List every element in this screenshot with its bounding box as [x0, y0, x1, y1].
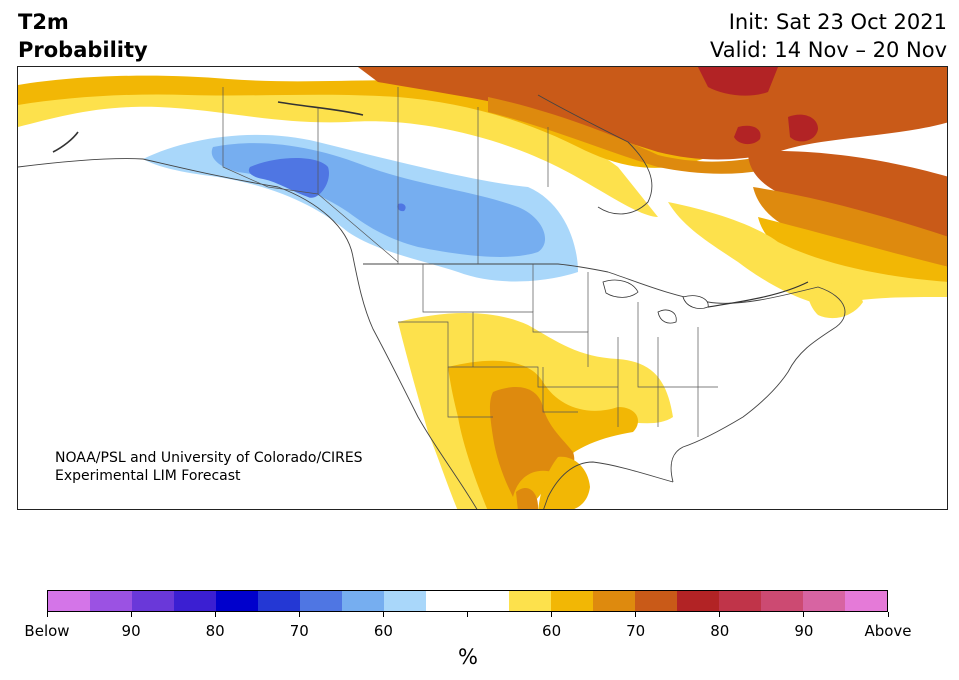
arctic-red-3	[734, 125, 761, 145]
colorbar-segment	[131, 591, 174, 611]
colorbar-tick-label: Below	[24, 622, 70, 640]
gulf-gold	[538, 456, 590, 509]
west-coastline	[18, 158, 478, 509]
arctic-orange-edge	[488, 97, 778, 174]
credit-line-1: NOAA/PSL and University of Colorado/CIRE…	[55, 450, 363, 466]
state-line-1	[422, 264, 474, 367]
us-canada-border	[363, 263, 609, 273]
mexico-orange	[516, 488, 538, 509]
gulf-coastline	[543, 461, 674, 509]
province-line-2	[317, 107, 399, 263]
east-canada-orange	[753, 187, 947, 267]
colorbar-segment	[845, 591, 888, 611]
colorbar-tick	[298, 612, 300, 617]
colorbar-segment	[299, 591, 342, 611]
colorbar-segment	[425, 591, 468, 611]
valid-range: Valid: 14 Nov – 20 Nov	[710, 38, 947, 62]
colorbar-segment	[383, 591, 426, 611]
title-type: Probability	[18, 38, 148, 62]
colorbar-segment	[215, 591, 258, 611]
forecast-dates: Init: Sat 23 Oct 2021 Valid: 14 Nov – 20…	[710, 8, 947, 64]
map-title: T2m Probability	[18, 8, 148, 64]
colorbar-tick	[887, 612, 889, 617]
colorbar-segment	[509, 591, 552, 611]
colorbar-tick-label: 70	[289, 622, 309, 640]
colorbar-tick	[130, 612, 132, 617]
colorbar-tick-label: 60	[542, 622, 562, 640]
colorbar-tick	[467, 612, 468, 617]
east-canada-gold	[758, 217, 947, 282]
state-line-4	[617, 327, 699, 437]
colorbar-tick	[46, 612, 48, 617]
great-lakes	[602, 279, 709, 324]
colorbar-segment	[257, 591, 300, 611]
colorbar-segment	[467, 591, 510, 611]
init-date: Init: Sat 23 Oct 2021	[728, 10, 947, 34]
arctic-red-1	[698, 67, 778, 96]
credit-line-2: Experimental LIM Forecast	[55, 468, 241, 484]
east-canada-yellow	[668, 202, 947, 307]
colorbar-tick-label: 70	[626, 622, 646, 640]
colorbar-segment	[635, 591, 678, 611]
colorbar-segment	[173, 591, 216, 611]
map-canvas	[18, 67, 947, 509]
colorbar-tick	[803, 612, 805, 617]
colorbar-tick-label: 90	[121, 622, 141, 640]
colorbar-segment	[803, 591, 846, 611]
title-variable: T2m	[18, 10, 69, 34]
state-line-6	[447, 367, 578, 418]
east-canada-dark-orange	[748, 151, 947, 237]
state-line-2	[473, 311, 589, 367]
colorbar-tick-label: 80	[710, 622, 730, 640]
colorbar-segment	[48, 591, 90, 611]
colorbar	[47, 590, 888, 612]
colorbar-segment	[593, 591, 636, 611]
colorbar-tick-label: Above	[864, 622, 912, 640]
colorbar-tick	[635, 612, 637, 617]
arctic-red-2	[788, 114, 818, 142]
colorbar-segment	[341, 591, 384, 611]
colorbar-unit: %	[458, 645, 478, 669]
colorbar-tick	[382, 612, 384, 617]
colorbar-segment	[761, 591, 804, 611]
colorbar-tick-label: 80	[205, 622, 225, 640]
credit-text: NOAA/PSL and University of Colorado/CIRE…	[55, 449, 363, 485]
colorbar-segment	[677, 591, 720, 611]
colorbar-tick-label: 60	[373, 622, 393, 640]
state-line-5	[532, 264, 718, 388]
probability-map	[17, 66, 948, 510]
colorbar-tick	[214, 612, 216, 617]
cold-blue-core	[248, 158, 329, 198]
hudson-bay-coast	[537, 94, 653, 215]
new-england-yellow	[807, 280, 863, 319]
state-line-3	[398, 321, 618, 388]
colorbar-segment	[551, 591, 594, 611]
cold-blue-spot	[397, 203, 406, 212]
colorbar-segment	[89, 591, 132, 611]
colorbar-tick	[551, 612, 553, 617]
north-lakes	[52, 101, 364, 153]
east-coastline	[607, 271, 846, 483]
st-lawrence	[707, 281, 809, 308]
province-line-1	[222, 87, 319, 195]
colorbar-tick	[719, 612, 721, 617]
colorbar-tick-label: 90	[794, 622, 814, 640]
colorbar-segment	[719, 591, 762, 611]
